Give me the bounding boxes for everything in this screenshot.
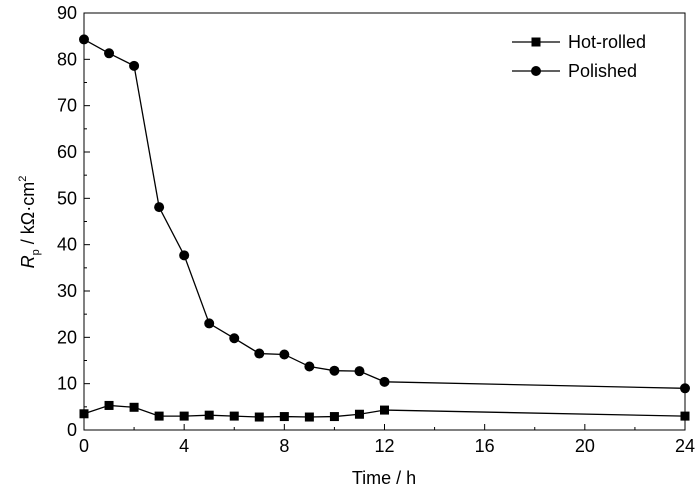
legend-marker [531, 66, 541, 76]
y-label-subscript: p [30, 249, 42, 255]
data-point-polished [229, 333, 240, 344]
legend-label: Hot-rolled [568, 32, 646, 52]
y-tick-label: 20 [57, 327, 77, 347]
data-point-hot-rolled [380, 405, 389, 415]
x-tick-label: 8 [279, 436, 289, 456]
y-tick-label: 40 [57, 235, 77, 255]
axis-ticks: 0 4 8 12 16 20 24 0 10 20 30 40 50 60 70 80 90 [57, 3, 695, 456]
data-point-polished [104, 48, 115, 59]
data-point-polished [129, 60, 140, 71]
data-point-polished [154, 202, 165, 213]
legend: Hot-rolled Polished [512, 32, 646, 81]
x-tick-label: 12 [374, 436, 394, 456]
data-point-polished [79, 34, 89, 45]
x-tick-label: 24 [675, 436, 695, 456]
data-point-hot-rolled [179, 411, 189, 421]
y-label-symbol: R [18, 255, 38, 268]
series-line-polished [83, 38, 686, 389]
data-point-hot-rolled [229, 411, 239, 421]
y-tick-label: 10 [57, 374, 77, 394]
data-point-hot-rolled [680, 411, 690, 421]
data-point-polished [329, 365, 340, 376]
y-axis-label: Rp / kΩ·cm2 [17, 176, 42, 269]
data-point-polished [204, 318, 215, 329]
data-point-hot-rolled [154, 411, 164, 421]
x-tick-label: 0 [79, 436, 89, 456]
data-point-hot-rolled [79, 409, 89, 419]
data-point-hot-rolled [129, 402, 139, 412]
y-label-superscript: 2 [17, 176, 29, 182]
data-point-polished [179, 250, 190, 261]
data-point-hot-rolled [204, 410, 214, 420]
data-point-hot-rolled [354, 409, 364, 419]
y-tick-label: 60 [57, 142, 77, 162]
series-group [79, 34, 690, 422]
legend-label: Polished [568, 61, 637, 81]
data-point-polished [354, 366, 365, 377]
y-tick-label: 50 [57, 188, 77, 208]
y-tick-label: 70 [57, 96, 77, 116]
data-point-hot-rolled [329, 412, 339, 422]
data-point-polished [254, 348, 265, 359]
x-tick-label: 4 [179, 436, 189, 456]
y-tick-label: 30 [57, 281, 77, 301]
data-point-hot-rolled [254, 412, 264, 422]
y-tick-label: 0 [67, 420, 77, 440]
y-tick-label: 80 [57, 49, 77, 69]
data-point-polished [680, 383, 690, 394]
x-tick-label: 20 [575, 436, 595, 456]
y-label-unit: / kΩ·cm [18, 182, 38, 249]
data-point-hot-rolled [304, 412, 314, 422]
data-point-hot-rolled [279, 412, 289, 422]
data-point-polished [379, 376, 390, 387]
y-tick-label: 90 [57, 3, 77, 23]
data-point-polished [279, 349, 290, 360]
legend-marker [531, 37, 541, 47]
data-point-polished [304, 361, 315, 372]
x-tick-label: 16 [475, 436, 495, 456]
x-axis-label: Time / h [352, 468, 416, 488]
data-point-hot-rolled [104, 400, 114, 410]
